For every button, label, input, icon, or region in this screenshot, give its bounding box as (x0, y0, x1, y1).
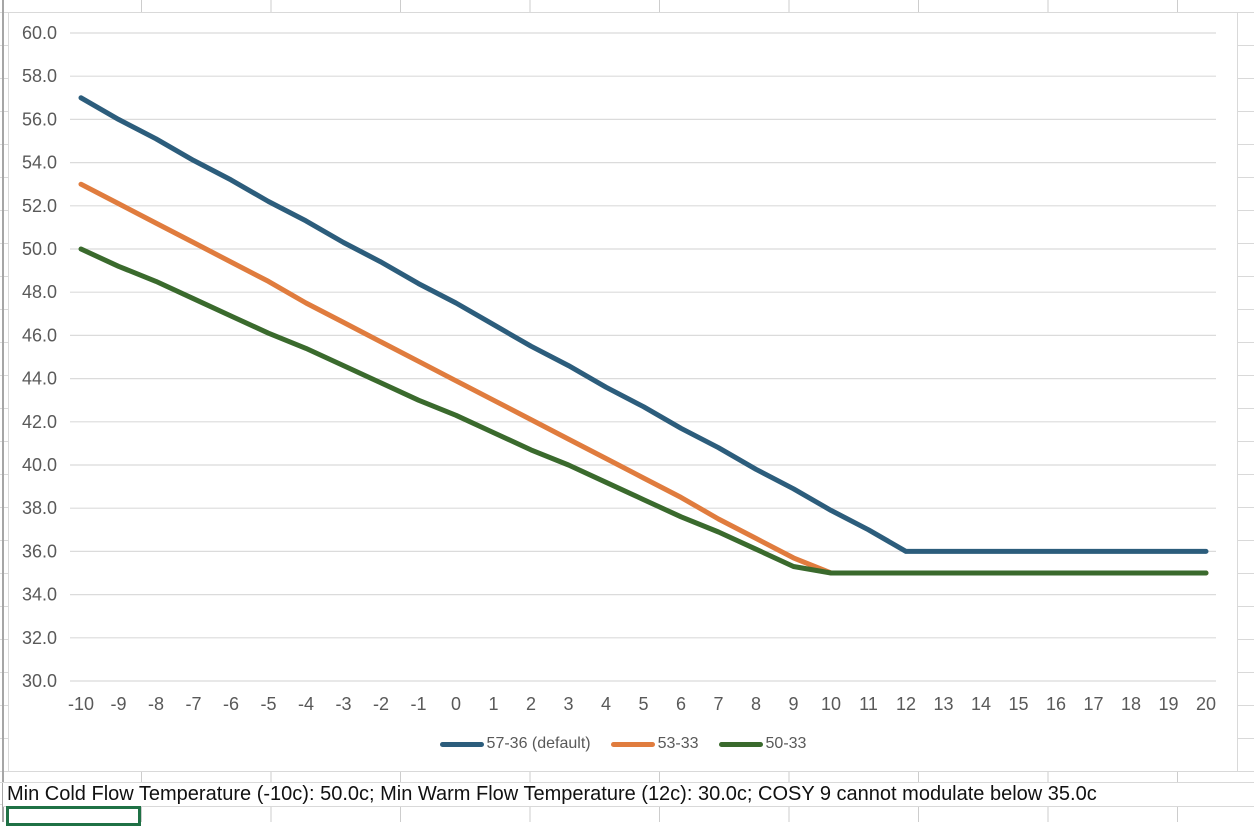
x-axis-tick-label: 18 (1121, 694, 1141, 714)
y-axis-tick-label: 44.0 (22, 369, 57, 389)
x-axis-tick-label: -9 (110, 694, 126, 714)
y-axis-tick-label: 52.0 (22, 196, 57, 216)
x-axis-tick-label: 9 (788, 694, 798, 714)
x-axis-tick-label: 4 (601, 694, 611, 714)
x-axis-tick-label: 13 (933, 694, 953, 714)
legend-line-swatch-icon (718, 741, 763, 747)
x-axis-tick-label: 1 (488, 694, 498, 714)
x-axis-tick-label: 8 (751, 694, 761, 714)
worksheet-edge-line (2, 0, 4, 822)
y-axis-tick-label: 56.0 (22, 109, 57, 129)
y-axis-tick-label: 48.0 (22, 282, 57, 302)
x-axis-tick-label: 11 (859, 694, 878, 714)
x-axis-tick-label: -2 (373, 694, 389, 714)
chart[interactable]: 30.0 32.0 34.0 36.0 38.0 40.0 42.0 44.0 46.0 48.0… (8, 12, 1238, 772)
y-axis-tick-label: 46.0 (22, 325, 57, 345)
y-axis-tick-label: 32.0 (22, 628, 57, 648)
series-line-50-33[interactable] (78, 246, 1209, 576)
x-axis-tick-label: -3 (335, 694, 351, 714)
x-axis-tick-label: 0 (451, 694, 461, 714)
x-axis-tick-label: 5 (638, 694, 648, 714)
legend-label: 53-33 (657, 735, 699, 752)
legend-item[interactable]: 50-33 (718, 735, 807, 753)
legend-label: 50-33 (765, 735, 807, 752)
row-divider (0, 782, 1254, 783)
x-axis-tick-label: 17 (1083, 694, 1103, 714)
x-axis-tick-label: 19 (1158, 694, 1178, 714)
y-axis-tick-label: 50.0 (22, 239, 57, 259)
legend-label: 57-36 (default) (486, 735, 591, 752)
legend-item[interactable]: 57-36 (default) (439, 735, 591, 753)
series-line-57-36-default-[interactable] (78, 95, 1209, 554)
x-axis-tick-label: -5 (260, 694, 276, 714)
x-axis-tick-label: 10 (821, 694, 841, 714)
x-axis-tick-label: 2 (526, 694, 536, 714)
x-axis-tick-label: 12 (896, 694, 916, 714)
y-axis-tick-label: 34.0 (22, 585, 57, 605)
y-axis-tick-label: 54.0 (22, 153, 57, 173)
y-axis-tick-label: 30.0 (22, 671, 57, 691)
x-axis-tick-label: -6 (223, 694, 239, 714)
x-axis-tick-label: -4 (298, 694, 314, 714)
y-axis-tick-label: 36.0 (22, 541, 57, 561)
y-axis-tick-label: 42.0 (22, 412, 57, 432)
x-axis-tick-label: -8 (148, 694, 164, 714)
x-axis-tick-label: 3 (563, 694, 573, 714)
x-axis-tick-label: -10 (68, 694, 94, 714)
legend-line-swatch-icon (439, 741, 484, 747)
y-axis-tick-label: 60.0 (22, 23, 57, 43)
legend-item[interactable]: 53-33 (610, 735, 699, 753)
x-axis-tick-label: 6 (676, 694, 686, 714)
x-axis-tick-label: -1 (410, 694, 426, 714)
x-axis-tick-label: 14 (971, 694, 991, 714)
chart-legend[interactable]: 57-36 (default) 53-33 50-33 (9, 735, 1237, 753)
x-axis-tick-label: 16 (1046, 694, 1066, 714)
note-cell-text[interactable]: Min Cold Flow Temperature (-10c): 50.0c;… (3, 783, 1254, 807)
x-axis-tick-label: -7 (185, 694, 201, 714)
x-axis-tick-label: 15 (1008, 694, 1028, 714)
legend-line-swatch-icon (610, 741, 655, 747)
selected-cell[interactable] (6, 806, 141, 826)
x-axis-tick-label: 20 (1196, 694, 1216, 714)
y-axis-tick-label: 38.0 (22, 498, 57, 518)
y-axis-tick-label: 58.0 (22, 66, 57, 86)
x-axis-tick-label: 7 (713, 694, 723, 714)
chart-plot-svg: 30.0 32.0 34.0 36.0 38.0 40.0 42.0 44.0 46.0 48.0… (22, 23, 1216, 714)
y-axis-tick-label: 40.0 (22, 455, 57, 475)
